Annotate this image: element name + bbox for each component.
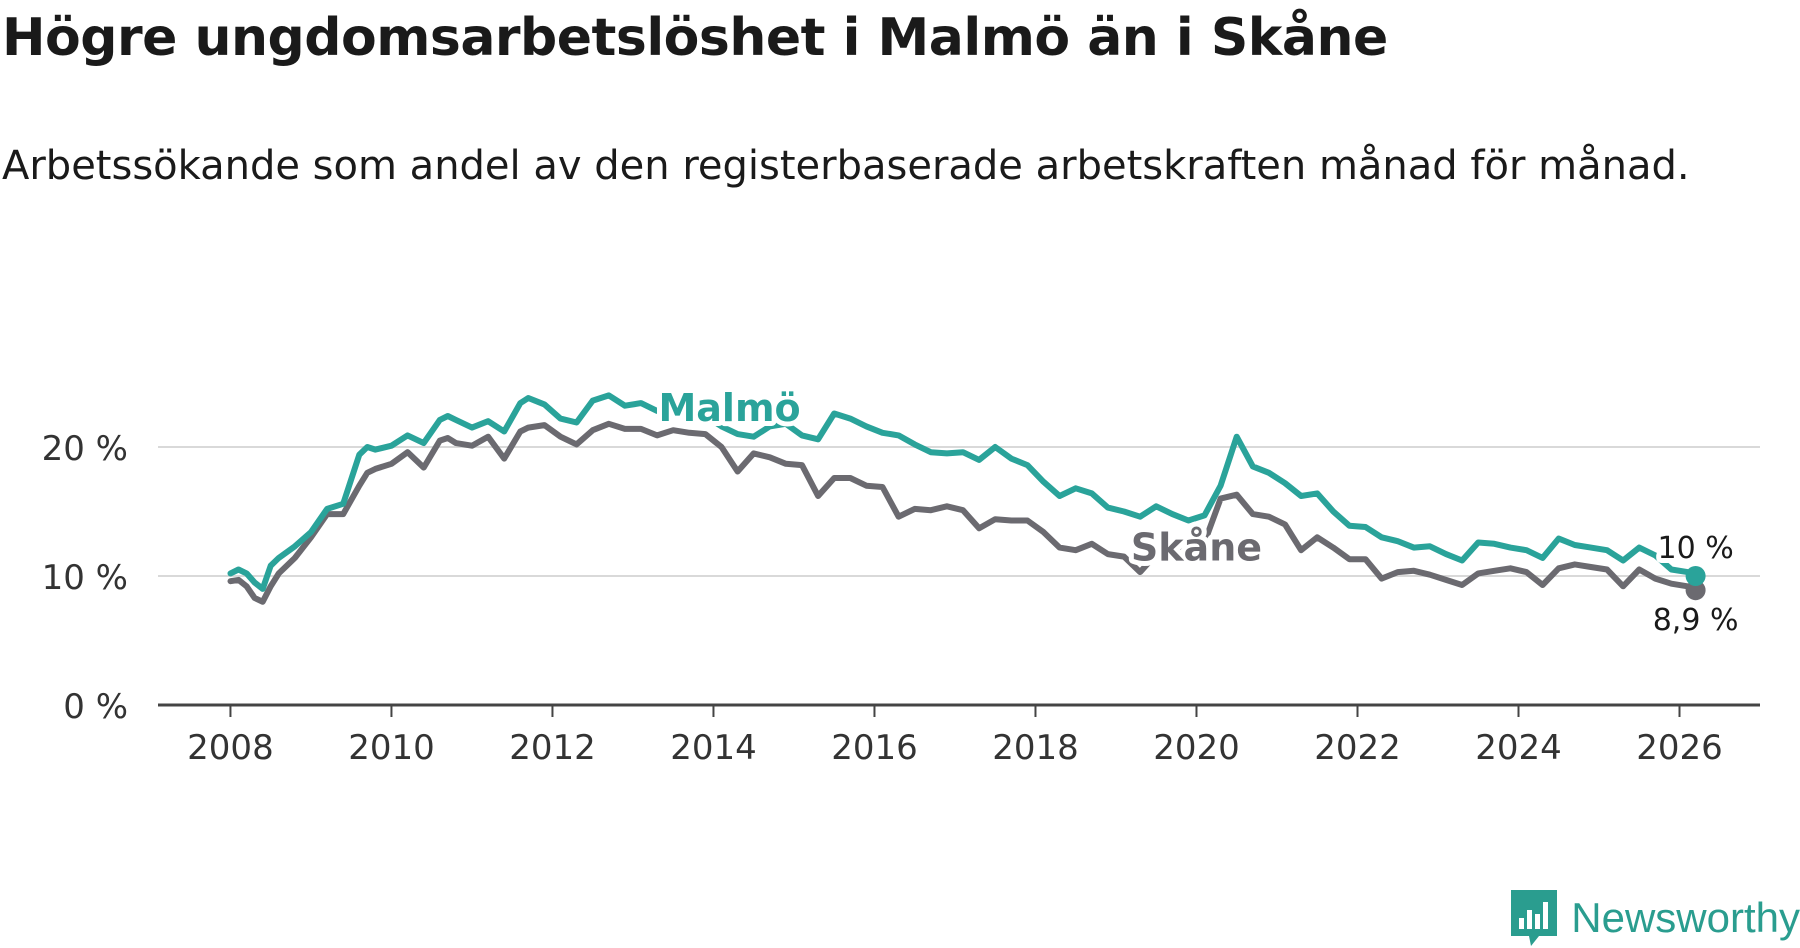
x-axis-ticks: 2008 2010 2012 2014 2016 2018 2020 2022 2024 2026: [187, 705, 1723, 768]
series-label-skane: Skåne: [1131, 525, 1262, 569]
newsworthy-brand[interactable]: Newsworthy: [1509, 888, 1800, 948]
end-label-skane-halo: 8,9 %: [1653, 603, 1739, 638]
x-tick-label: 2024: [1475, 728, 1562, 768]
x-tick-label: 2018: [992, 728, 1079, 768]
end-point-skane: [1685, 580, 1706, 601]
y-axis-ticks: 0 % 10 % 20 %: [42, 429, 128, 727]
grid-lines: [158, 446, 1760, 577]
series-line-skane: [227, 420, 1699, 605]
end-label-skane: 8,9 %: [1653, 603, 1739, 638]
x-tick-label: 2008: [187, 728, 274, 768]
x-tick-label: 2022: [1314, 728, 1401, 768]
x-tick-label: 2010: [348, 728, 435, 768]
x-tick-label: 2016: [831, 728, 918, 768]
end-point-malmo: [1685, 566, 1706, 586]
chart-title: Högre ungdomsarbetslöshet i Malmö än i S…: [2, 8, 1388, 68]
x-tick-label: 2026: [1636, 728, 1723, 768]
newsworthy-logo-icon: [1511, 890, 1558, 946]
brand-name: Newsworthy: [1571, 894, 1800, 941]
x-tick-label: 2020: [1153, 728, 1240, 768]
x-tick-label: 2012: [509, 728, 596, 768]
y-tick-label: 20 %: [42, 429, 128, 469]
series-line-malmo: [227, 392, 1699, 592]
series-label-malmo-halo: Malmö: [658, 386, 800, 430]
chart-subtitle: Arbetssökande som andel av den registerb…: [2, 143, 1690, 189]
series-label-skane-halo: Skåne: [1131, 525, 1262, 569]
x-tick-label: 2014: [670, 728, 757, 768]
series-lines: [227, 392, 1706, 605]
end-label-malmo: 10 %: [1657, 531, 1733, 566]
y-tick-label: 0 %: [63, 687, 128, 727]
end-label-malmo-halo: 10 %: [1657, 531, 1733, 566]
series-label-malmo: Malmö: [658, 386, 800, 430]
y-tick-label: 10 %: [42, 558, 128, 598]
